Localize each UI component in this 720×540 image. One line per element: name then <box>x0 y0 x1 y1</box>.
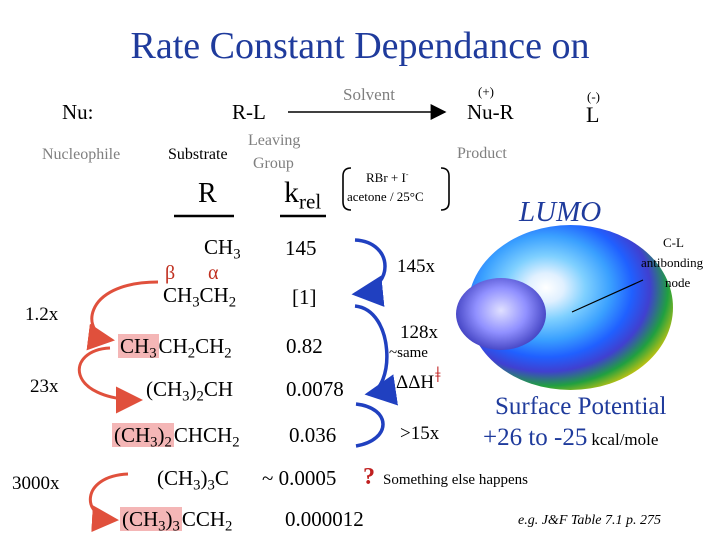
nucleophile-label: Nucleophile <box>42 146 121 163</box>
beta-label: β <box>165 262 176 284</box>
k-value-methyl: 145 <box>285 236 317 260</box>
rl-label: R-L <box>232 100 266 124</box>
lumo-lobe-image <box>456 278 546 350</box>
cl-node-line2: antibonding <box>641 255 704 270</box>
ratio-15x: >15x <box>400 423 440 444</box>
delta-delta-h: ΔΔHǂ <box>396 362 441 393</box>
left-red-arrows <box>77 280 159 533</box>
ratio-1-2x: 1.2x <box>25 304 59 325</box>
ratio-3000x: 3000x <box>12 473 60 494</box>
question-mark: ? <box>363 464 375 490</box>
conditions-brackets <box>342 167 450 211</box>
substituent-methyl: CH3 <box>204 235 241 263</box>
reference-citation: e.g. J&F Table 7.1 p. 275 <box>518 513 661 528</box>
k-value-neopentyl: 0.000012 <box>285 507 364 531</box>
right-blue-braces <box>351 238 399 448</box>
solvent-label: Solvent <box>343 85 395 104</box>
surface-potential-unit: kcal/mole <box>591 430 659 449</box>
alpha-label: α <box>208 262 219 284</box>
plus-charge: (+) <box>478 84 494 99</box>
k-value-tert-butyl: ~ 0.0005 <box>262 466 337 490</box>
page-title: Rate Constant Dependance on <box>130 25 590 67</box>
k-value-propyl: 0.82 <box>286 334 323 358</box>
lumo-label: LUMO <box>519 196 602 228</box>
surface-potential-label: Surface Potential <box>495 393 667 420</box>
substituent-tert-butyl: (CH3)3C <box>157 466 229 494</box>
substituent-isopropyl: (CH3)2CH <box>146 377 234 405</box>
same-label: ~same <box>389 345 428 361</box>
substituent-propyl: CH3CH2CH2 <box>118 334 232 362</box>
substrate-label: Substrate <box>168 146 228 163</box>
k-value-ethyl: [1] <box>292 285 317 309</box>
l-label: L <box>586 102 600 127</box>
nu-r-label: Nu-R <box>467 100 514 124</box>
ratio-23x: 23x <box>30 376 59 397</box>
cl-node-line1: C-L <box>663 235 684 250</box>
group-label: Group <box>253 155 294 172</box>
substituent-isobutyl: (CH3)2CHCH2 <box>112 423 240 451</box>
cl-node-pointer <box>571 279 644 313</box>
substituent-neopentyl: (CH3)3CCH2 <box>120 507 233 535</box>
leaving-label: Leaving <box>248 132 301 149</box>
k-value-isobutyl: 0.036 <box>289 423 337 447</box>
ratio-145x: 145x <box>397 256 435 277</box>
conditions-line1: RBr + I- <box>366 169 409 185</box>
something-else-label: Something else happens <box>383 472 528 488</box>
substituent-ethyl: CH3CH2 <box>163 283 237 311</box>
k-column-header: krel <box>284 176 322 214</box>
surface-potential-range: +26 to -25 kcal/mole <box>483 424 659 451</box>
product-label: Product <box>457 145 507 162</box>
nu-label: Nu: <box>62 100 94 124</box>
minus-charge: (-) <box>587 89 600 104</box>
ratio-128x: 128x <box>400 322 438 343</box>
conditions-line2: acetone / 25°C <box>347 189 424 204</box>
r-column-header: R <box>198 178 217 209</box>
dagger-symbol: ǂ <box>435 362 441 387</box>
cl-node-line3: node <box>665 275 691 290</box>
k-value-isopropyl: 0.0078 <box>286 377 344 401</box>
